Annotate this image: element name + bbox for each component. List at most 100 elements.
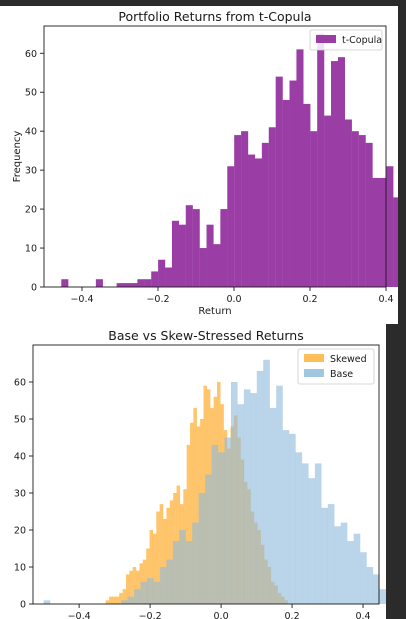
top-y-axis-label: Frequency [12, 131, 23, 183]
histogram-bar-base [43, 600, 51, 604]
histogram-bar-t-copula [372, 177, 380, 287]
histogram-bar-t-copula [351, 131, 359, 287]
histogram-bar-t-copula [268, 127, 276, 287]
histogram-bar-t-copula [171, 220, 180, 287]
y-tick-label: 50 [14, 415, 26, 426]
histogram-bar-t-copula [365, 142, 373, 287]
histogram-bar-base [269, 407, 277, 604]
histogram-bar-base [295, 452, 303, 604]
histogram-bar-base [250, 393, 257, 604]
histogram-bar-t-copula [137, 279, 145, 287]
histogram-bar-t-copula [206, 224, 214, 287]
histogram-bar-skewed [190, 422, 194, 604]
bottom-chart-svg: Base vs Skew-Stressed Returns −0.4 −0.2 0.0… [14, 328, 386, 619]
histogram-bar-skewed [196, 426, 201, 604]
y-tick-label: 20 [14, 526, 26, 537]
histogram-bar-skewed [193, 407, 197, 604]
histogram-bar-base [360, 552, 367, 604]
histogram-bar-t-copula [324, 115, 332, 287]
histogram-bar-skewed [169, 500, 174, 604]
histogram-bar-base [224, 437, 232, 604]
histogram-bar-t-copula [358, 135, 366, 287]
histogram-bar-base [366, 567, 374, 604]
histogram-bar-t-copula [199, 248, 207, 287]
y-tick-label: 10 [25, 244, 37, 255]
histogram-bar-base [205, 474, 212, 604]
x-tick-label: −0.2 [146, 294, 169, 305]
histogram-bar-skewed [186, 444, 191, 604]
histogram-bar-base [211, 444, 219, 604]
histogram-bar-skewed [166, 507, 170, 604]
histogram-bar-base [192, 522, 199, 604]
histogram-bar-base [185, 541, 193, 604]
histogram-bar-t-copula [254, 158, 263, 287]
histogram-bar-base [179, 530, 186, 604]
histogram-bar-base [237, 404, 245, 604]
y-tick-label: 30 [14, 489, 26, 500]
histogram-bar-base [127, 596, 135, 604]
histogram-bar-base [301, 463, 309, 604]
bottom-chart-title: Base vs Skew-Stressed Returns [108, 328, 303, 343]
legend-swatch [304, 354, 324, 362]
top-chart-svg: Portfolio Returns from t-Copula −0.4 −0.2 0… [12, 9, 398, 317]
histogram-bar-t-copula [386, 166, 394, 287]
histogram-bar-base [256, 370, 264, 604]
histogram-bar-base [334, 526, 341, 604]
histogram-bar-skewed [159, 504, 164, 604]
histogram-bar-base [218, 452, 225, 604]
histogram-bar-skewed [109, 596, 113, 604]
histogram-bar-skewed [146, 548, 150, 604]
y-tick-label: 40 [14, 452, 26, 463]
x-tick-label: −0.4 [70, 294, 93, 305]
histogram-bar-t-copula [227, 166, 235, 287]
histogram-bar-base [243, 389, 251, 604]
x-tick-label: 0.4 [355, 611, 370, 619]
histogram-bar-base [153, 581, 161, 604]
histogram-bar-skewed [115, 596, 120, 604]
histogram-bar-t-copula [116, 283, 124, 287]
histogram-bar-t-copula [275, 76, 283, 287]
histogram-bar-t-copula [61, 279, 69, 287]
histogram-bar-t-copula [185, 205, 193, 287]
histogram-bar-t-copula [144, 279, 152, 287]
top-legend: t-Copula [309, 29, 383, 51]
histogram-bar-base [134, 589, 141, 604]
histogram-bar-skewed [149, 530, 154, 604]
histogram-bar-base [146, 578, 154, 604]
histogram-bar-base [321, 507, 328, 604]
histogram-bar-base [308, 478, 316, 604]
y-tick-label: 60 [25, 49, 37, 60]
histogram-bar-skewed [152, 533, 157, 604]
x-tick-label: 0.0 [226, 294, 241, 305]
histogram-bar-base [198, 493, 206, 604]
histogram-bar-base [327, 504, 335, 604]
y-tick-label: 0 [31, 283, 37, 294]
bottom-axes-frame [32, 344, 380, 605]
top-x-axis-label: Return [198, 306, 231, 317]
histogram-bar-base [373, 574, 380, 604]
histogram-bar-base [314, 463, 322, 604]
y-tick-label: 30 [25, 166, 37, 177]
histogram-bar-base [263, 359, 270, 604]
histogram-bar-t-copula [220, 209, 228, 287]
histogram-bar-t-copula [248, 154, 256, 287]
histogram-bar-t-copula [379, 177, 387, 287]
y-tick-label: 0 [20, 600, 26, 611]
histogram-bar-t-copula [123, 283, 131, 287]
y-tick-label: 50 [25, 88, 37, 99]
histogram-bar-t-copula [165, 267, 173, 287]
histogram-bar-t-copula [241, 131, 249, 287]
top-bars [61, 33, 398, 288]
histogram-bar-base [276, 385, 283, 604]
histogram-bar-skewed [125, 574, 130, 604]
y-tick-label: 40 [25, 127, 37, 138]
histogram-bar-t-copula [393, 197, 398, 287]
histogram-bar-base [159, 567, 167, 604]
histogram-bar-base [140, 581, 148, 604]
histogram-bar-t-copula [331, 61, 339, 288]
histogram-bar-t-copula [337, 57, 345, 287]
legend-swatch [316, 35, 336, 43]
histogram-bar-skewed [132, 567, 137, 604]
bottom-chart-panel: Base vs Skew-Stressed Returns −0.4 −0.2 0.0… [0, 324, 386, 619]
histogram-bar-base [340, 522, 348, 604]
